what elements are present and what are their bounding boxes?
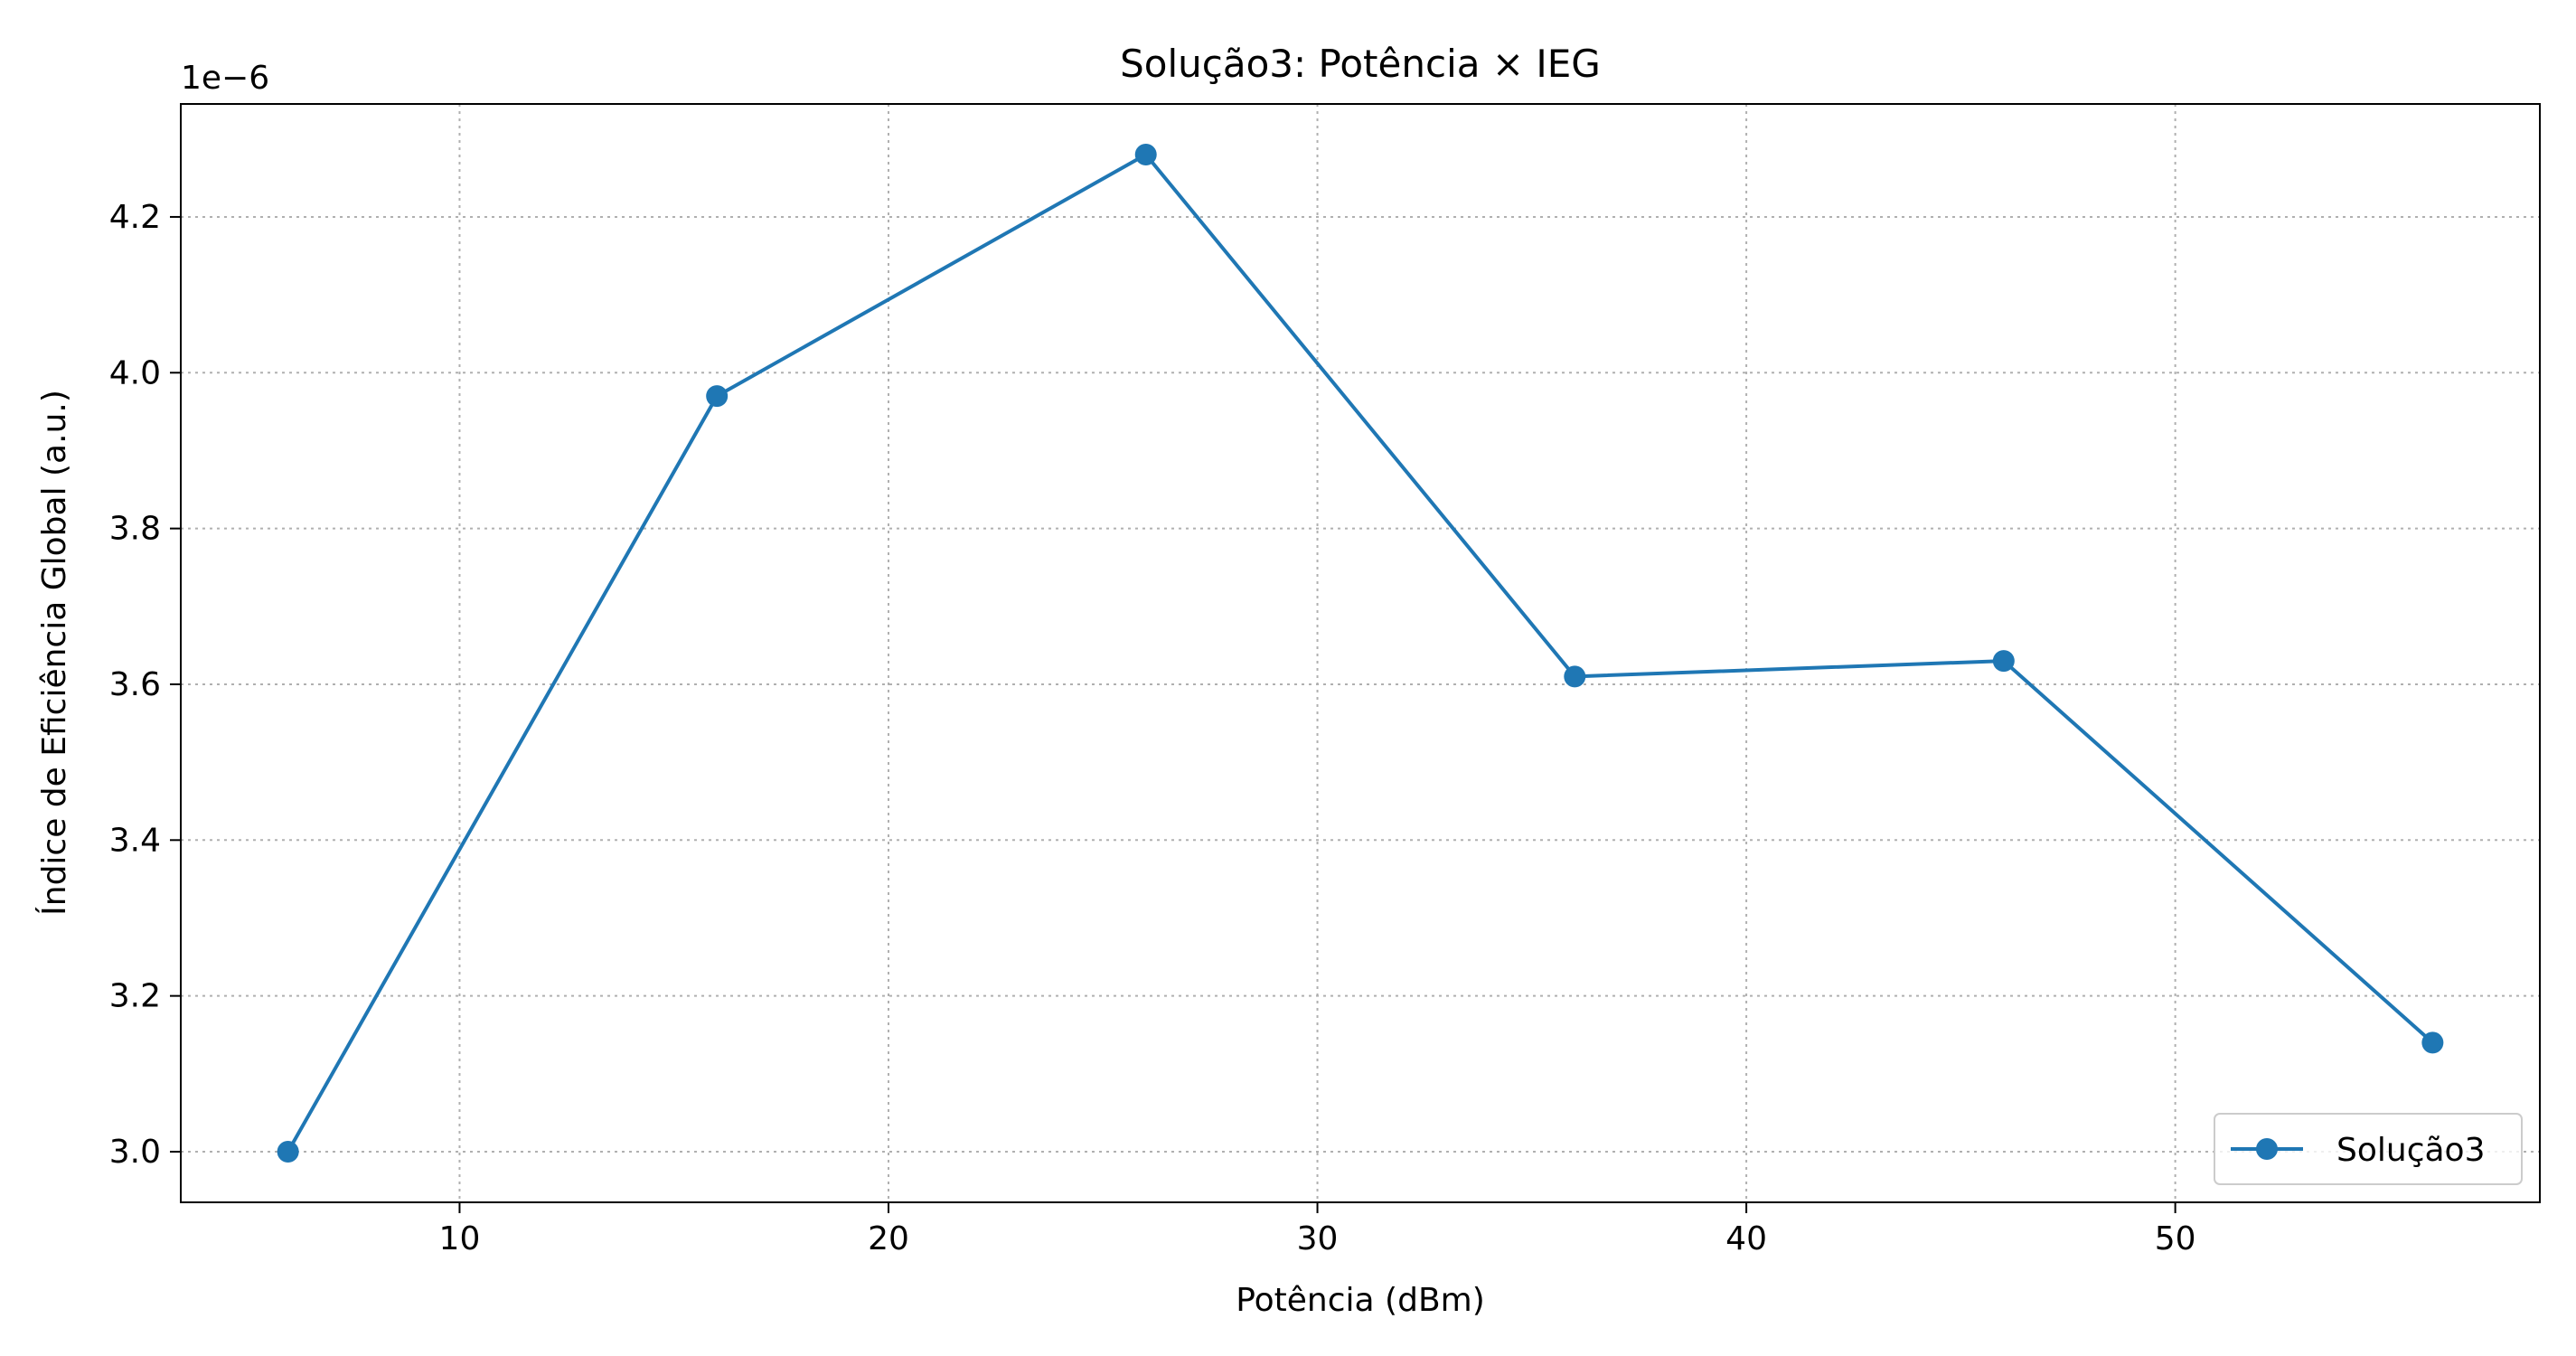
legend-box xyxy=(2214,1113,2523,1185)
x-tick-label: 10 xyxy=(439,1220,481,1257)
x-tick-label: 20 xyxy=(868,1220,909,1257)
legend-label: Solução3 xyxy=(2336,1132,2485,1169)
y-tick-label: 3.2 xyxy=(109,978,161,1015)
plot-frame xyxy=(180,103,2541,1203)
x-tick-label: 50 xyxy=(2155,1220,2196,1257)
data-point xyxy=(1992,650,2015,673)
data-point xyxy=(706,385,729,408)
data-point xyxy=(277,1140,299,1163)
grid xyxy=(181,104,2540,1202)
axes: 10 20 30 40 50 3.0 3.2 3.4 3.6 3.8 4.0 4.2 xyxy=(109,199,2196,1257)
y-tick-label: 3.8 xyxy=(109,511,161,548)
data-point xyxy=(1134,144,1157,166)
x-axis-label: Potência (dBm) xyxy=(1236,1282,1485,1319)
data-point xyxy=(1564,665,1586,688)
legend: Solução3 xyxy=(2214,1113,2523,1185)
chart-title: Solução3: Potência × IEG xyxy=(1120,42,1601,86)
y-offset-label: 1e−6 xyxy=(181,60,269,97)
series-layer xyxy=(277,144,2444,1163)
y-tick-label: 4.0 xyxy=(109,354,161,391)
x-tick-label: 40 xyxy=(1725,1220,1767,1257)
y-axis-label: Índice de Eficiência Global (a.u.) xyxy=(35,390,73,916)
series-line xyxy=(286,153,2434,1153)
x-tick-label: 30 xyxy=(1297,1220,1339,1257)
y-tick-label: 3.0 xyxy=(109,1134,161,1171)
y-tick-label: 3.4 xyxy=(109,822,161,859)
data-point xyxy=(2421,1031,2444,1054)
y-tick-label: 3.6 xyxy=(109,666,161,703)
legend-marker xyxy=(2256,1138,2278,1160)
y-tick-label: 4.2 xyxy=(109,199,161,236)
